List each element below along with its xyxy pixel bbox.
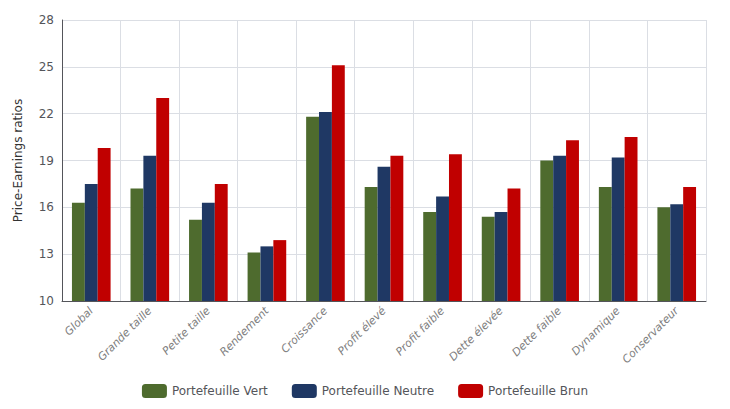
svg-text:19: 19 [39,154,54,168]
svg-text:Grande taille: Grande taille [95,304,154,363]
svg-text:Rendement: Rendement [217,304,272,359]
svg-text:Profit élevé: Profit élevé [335,304,389,358]
svg-text:25: 25 [39,60,54,74]
svg-text:Petite taille: Petite taille [160,304,213,357]
svg-text:Portefeuille Neutre: Portefeuille Neutre [322,384,434,398]
svg-text:Dette élevée: Dette élevée [447,304,506,363]
svg-text:13: 13 [39,247,54,261]
svg-text:Croissance: Croissance [278,304,330,356]
svg-text:10: 10 [39,294,54,308]
svg-text:16: 16 [39,200,54,214]
svg-text:Portefeuille Brun: Portefeuille Brun [488,384,588,398]
svg-text:Conservateur: Conservateur [620,303,683,366]
svg-text:Portefeuille Vert: Portefeuille Vert [172,384,268,398]
svg-text:Profit faible: Profit faible [393,304,447,358]
svg-text:Price-Earnings ratios: Price-Earnings ratios [11,99,25,222]
svg-text:28: 28 [39,13,54,27]
svg-text:22: 22 [39,107,54,121]
svg-text:Dette faible: Dette faible [509,304,564,359]
svg-text:Dynamique: Dynamique [569,304,623,358]
svg-text:Global: Global [62,304,96,338]
